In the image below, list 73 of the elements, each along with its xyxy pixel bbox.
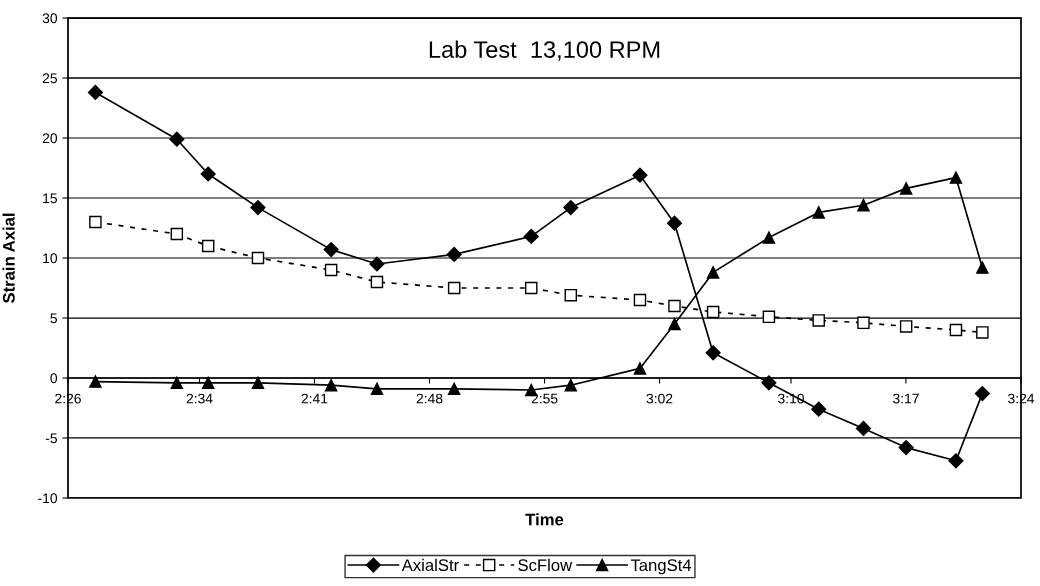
x-tick-label: 3:17 bbox=[892, 393, 919, 404]
point bbox=[169, 131, 185, 147]
point bbox=[200, 166, 216, 182]
y-axis-title: Strain Axial bbox=[2, 213, 15, 304]
point bbox=[447, 281, 461, 295]
x-tick-label: 3:02 bbox=[646, 393, 673, 404]
point bbox=[855, 420, 872, 436]
y-tick-label: 15 bbox=[43, 193, 57, 204]
point bbox=[857, 198, 870, 212]
point bbox=[563, 200, 579, 216]
point bbox=[564, 378, 578, 392]
legend-label: AxialStr bbox=[401, 558, 459, 572]
y-tick-label: -10 bbox=[38, 493, 58, 504]
y-tick-label: -5 bbox=[45, 433, 57, 444]
point bbox=[523, 228, 539, 244]
point bbox=[250, 200, 266, 216]
point bbox=[706, 305, 720, 319]
point bbox=[370, 275, 384, 289]
point bbox=[949, 171, 963, 184]
point bbox=[668, 299, 681, 313]
point bbox=[369, 256, 385, 272]
point bbox=[632, 167, 648, 183]
point bbox=[762, 310, 776, 324]
point bbox=[857, 316, 870, 330]
point bbox=[251, 376, 265, 390]
point bbox=[446, 246, 462, 262]
point bbox=[666, 215, 683, 231]
point bbox=[949, 323, 963, 337]
point bbox=[974, 386, 990, 402]
point bbox=[705, 345, 721, 361]
point bbox=[762, 231, 776, 244]
text: Lab Test 13,100 RPM bbox=[429, 40, 660, 61]
point bbox=[812, 314, 825, 327]
point bbox=[170, 376, 184, 390]
point bbox=[323, 242, 339, 258]
x-tick-label: 2:48 bbox=[416, 393, 443, 404]
point bbox=[976, 326, 989, 339]
point bbox=[811, 401, 827, 417]
point bbox=[201, 376, 215, 390]
point bbox=[899, 182, 913, 195]
point bbox=[370, 382, 384, 396]
y-tick-label: 0 bbox=[50, 373, 58, 384]
point bbox=[170, 227, 184, 241]
point bbox=[633, 362, 647, 375]
point bbox=[87, 84, 103, 100]
point bbox=[668, 317, 681, 331]
x-tick-label: 2:41 bbox=[301, 393, 328, 404]
x-axis-title: Time bbox=[525, 513, 564, 526]
legend-label: ScFlow bbox=[518, 558, 573, 572]
y-tick-label: 10 bbox=[43, 253, 58, 264]
point bbox=[447, 382, 461, 396]
y-tick-label: 5 bbox=[50, 313, 57, 324]
y-tick-label: 20 bbox=[42, 133, 58, 144]
point bbox=[812, 206, 825, 219]
point bbox=[899, 320, 913, 333]
y-tick-label: 25 bbox=[42, 73, 57, 84]
legend-label: TangSt4 bbox=[630, 559, 692, 575]
point bbox=[89, 215, 102, 229]
point bbox=[898, 440, 914, 456]
point bbox=[324, 263, 338, 277]
point bbox=[761, 375, 777, 391]
point bbox=[251, 251, 265, 265]
point bbox=[524, 281, 538, 295]
point bbox=[324, 378, 338, 392]
point bbox=[89, 375, 102, 388]
point bbox=[976, 261, 989, 274]
point bbox=[633, 293, 647, 307]
point bbox=[564, 288, 578, 302]
point bbox=[201, 239, 215, 253]
point bbox=[948, 453, 964, 469]
x-tick-label: 2:34 bbox=[186, 393, 213, 404]
y-tick-label: 30 bbox=[42, 13, 58, 24]
point bbox=[706, 266, 720, 279]
